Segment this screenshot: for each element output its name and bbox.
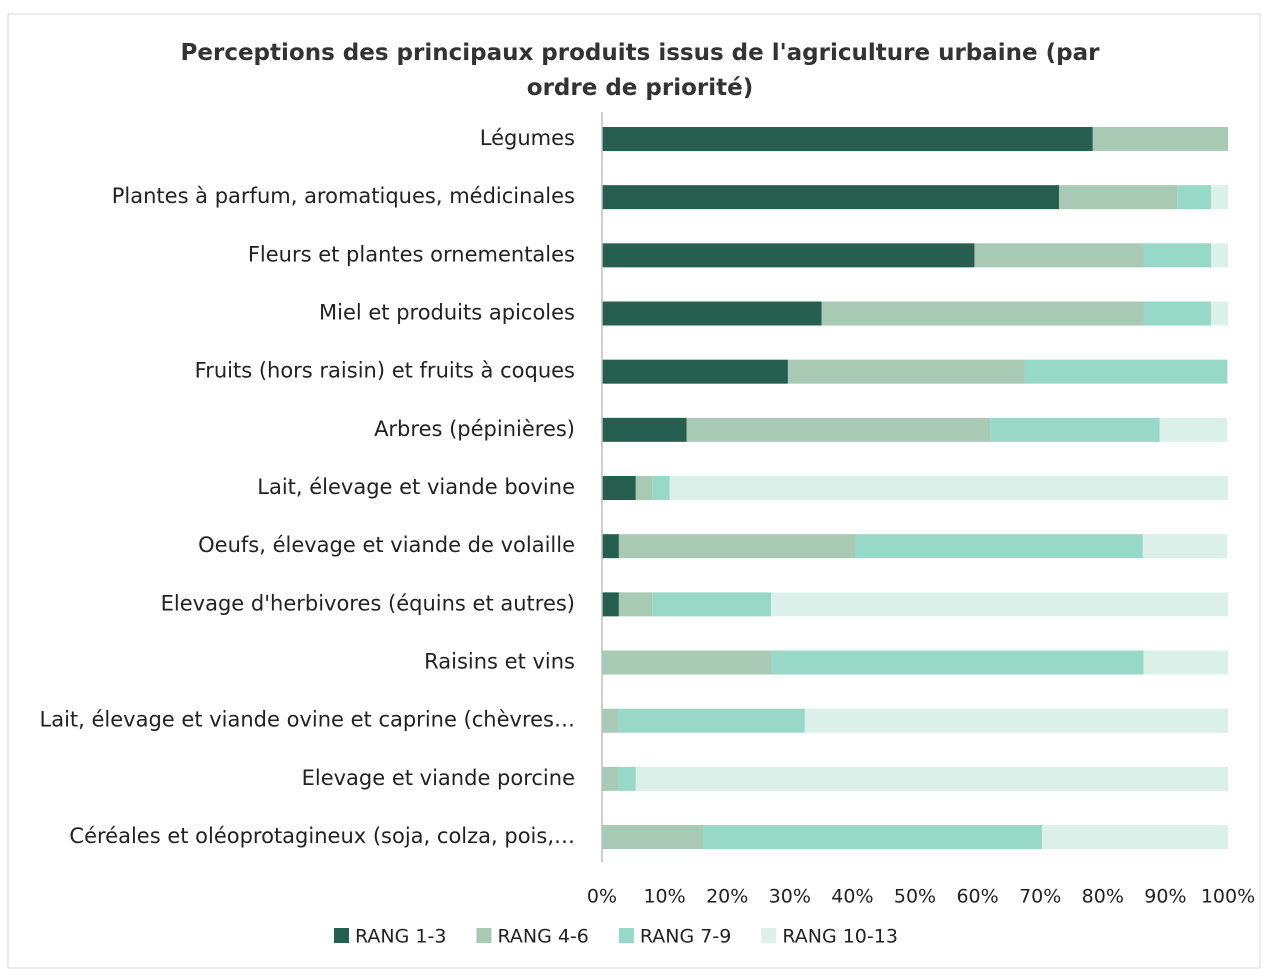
bar-segment [602,650,772,675]
y-tick-label: Arbres (pépinières) [374,417,575,441]
bar-segment [635,766,1228,791]
bar-segment [1211,301,1228,326]
y-tick-label: Elevage et viande porcine [302,766,575,790]
bar-segment [602,708,619,733]
bar-segment [1177,185,1212,210]
bar-segment [602,534,619,559]
bar-segment [602,592,619,617]
bar-segment [602,243,975,268]
x-tick-label: 70% [1019,886,1061,908]
y-tick-label: Lait, élevage et viande ovine et caprine… [40,708,575,732]
x-tick-label: 30% [769,886,811,908]
legend-swatch [618,928,634,943]
bar-segment [1143,243,1212,268]
bar-segment [1024,359,1228,384]
bar-segment [669,476,1228,501]
x-tick-label: 100% [1201,886,1255,908]
legend-label: RANG 10-13 [782,926,898,948]
bar-segment [804,708,1228,733]
bar-segment [1092,127,1228,151]
bar-segment [1159,417,1228,442]
bar-segment [602,476,636,501]
bar-segment [787,359,1025,384]
legend-label: RANG 7-9 [640,926,731,948]
bar-segment [602,766,619,791]
legend-swatch [334,928,349,943]
bar-segment [771,592,1228,617]
y-tick-label: Raisins et vins [424,650,575,674]
bar-segment [990,417,1160,442]
bar-segment [602,825,704,850]
legend-label: RANG 4-6 [497,926,588,948]
bar-segment [618,766,636,791]
x-tick-label: 40% [831,886,873,908]
bar-segment [1211,185,1228,210]
x-tick-label: 0% [587,886,617,908]
bar-segment [602,301,822,326]
legend-label: RANG 1-3 [355,926,446,948]
bar-segment [652,476,670,501]
bar-segment [855,534,1143,559]
y-tick-label: Miel et produits apicoles [319,301,575,325]
x-tick-label: 50% [894,886,936,908]
bar-segment [703,825,1043,850]
bar-segment [618,708,805,733]
y-tick-label: Oeufs, élevage et viande de volaille [198,533,575,557]
chart-title: Perceptions des principaux produits issu… [180,40,1100,101]
bar-segment [1058,185,1178,210]
x-tick-label: 10% [643,886,685,908]
bar-segment [1211,243,1228,268]
x-tick-label: 20% [706,886,748,908]
y-tick-label: Céréales et oléoprotagineux (soja, colza… [69,824,575,848]
bar-segment [652,592,772,617]
y-tick-label: Elevage d'herbivores (équins et autres) [161,591,575,615]
x-tick-label: 60% [956,886,998,908]
bar-segment [686,417,991,442]
bar-segment [618,592,653,617]
bar-segment [602,185,1059,210]
bar-segment [1042,825,1228,850]
y-tick-label: Légumes [480,126,575,150]
bar-segment [1143,301,1212,326]
bar-segment [635,476,653,501]
y-tick-label: Lait, élevage et viande bovine [257,475,575,499]
bar-segment [602,417,687,442]
x-tick-label: 90% [1144,886,1186,908]
bar-segment [821,301,1144,326]
bar-segment [602,359,788,384]
bar-segment [1143,650,1228,675]
legend-swatch [476,928,492,943]
legend-swatch [761,928,777,943]
y-tick-label: Fruits (hors raisin) et fruits à coques [195,359,575,383]
bar-segment [602,127,1093,151]
bar-segment [771,650,1144,675]
bar-segment [618,534,856,559]
bar-segment [1142,534,1228,559]
y-tick-label: Plantes à parfum, aromatiques, médicinal… [112,184,575,208]
bar-segment [974,243,1144,268]
x-tick-label: 80% [1082,886,1124,908]
y-tick-label: Fleurs et plantes ornementales [248,242,575,266]
